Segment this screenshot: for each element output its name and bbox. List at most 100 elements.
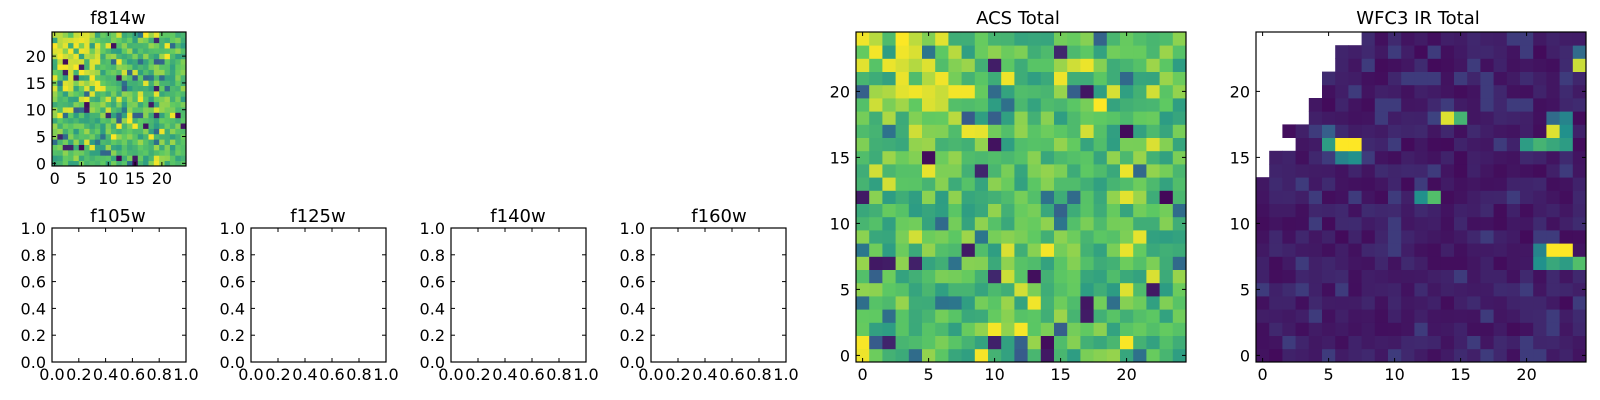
heatmap-cell <box>169 32 176 38</box>
heatmap-cell <box>1054 45 1068 59</box>
heatmap-cell <box>1133 243 1147 257</box>
heatmap-cell <box>52 96 58 103</box>
heatmap-cell <box>1427 177 1442 191</box>
heatmap-cell <box>908 58 923 72</box>
heatmap-cell <box>62 144 69 151</box>
heatmap-cell <box>116 123 123 129</box>
heatmap-cell <box>57 32 64 38</box>
heatmap-cell <box>143 64 149 70</box>
heatmap-cell <box>1322 309 1336 323</box>
heatmap-cell <box>132 123 139 129</box>
heatmap-cell <box>121 139 128 145</box>
heatmap-cell <box>73 53 80 60</box>
heatmap-cell <box>78 85 85 92</box>
heatmap-cell <box>132 155 139 162</box>
heatmap-cell <box>1106 164 1121 178</box>
heatmap-cell <box>1533 335 1547 350</box>
heatmap-cell <box>1256 335 1270 350</box>
heatmap-cell <box>1440 124 1455 138</box>
heatmap-cell <box>961 150 976 165</box>
heatmap-cell <box>143 69 149 76</box>
heatmap-cell <box>105 96 112 103</box>
heatmap-cell <box>1067 216 1081 231</box>
heatmap-cell <box>1493 71 1508 86</box>
heatmap-cell <box>1172 32 1187 46</box>
heatmap-cell <box>974 71 989 86</box>
heatmap-cell <box>1559 203 1574 218</box>
y-tick-label: 0.2 <box>21 326 46 345</box>
heatmap-cell <box>1493 309 1508 323</box>
heatmap-cell <box>159 133 165 140</box>
heatmap-cell <box>1014 309 1028 323</box>
heatmap-cell <box>988 98 1002 112</box>
heatmap-cell <box>1361 84 1376 99</box>
heatmap-cell <box>62 107 69 113</box>
heatmap-cell <box>935 150 949 165</box>
heatmap-cell <box>1040 269 1055 284</box>
heatmap-cell <box>62 112 69 119</box>
heatmap-cell <box>856 84 870 99</box>
heatmap-cell <box>922 335 936 350</box>
heatmap-cell <box>1546 243 1560 257</box>
heatmap-cell <box>121 48 128 54</box>
heatmap-cell <box>84 101 90 108</box>
heatmap-cell <box>1493 45 1508 59</box>
heatmap-cell <box>1480 216 1494 231</box>
heatmap-cell <box>961 203 976 218</box>
heatmap-cell <box>105 42 112 49</box>
heatmap-cell <box>1454 269 1468 284</box>
heatmap-cell <box>1520 203 1534 218</box>
heatmap-cell <box>1520 296 1534 310</box>
heatmap-cell <box>100 32 106 38</box>
heatmap-cell <box>1572 322 1587 336</box>
heatmap-cell <box>961 216 976 231</box>
heatmap-cell <box>1348 296 1362 310</box>
heatmap-cell <box>948 203 962 218</box>
heatmap-cell <box>175 42 182 49</box>
heatmap-cell <box>1133 296 1147 310</box>
heatmap-cell <box>948 190 962 204</box>
heatmap-cell <box>1414 256 1428 270</box>
heatmap-cell <box>175 133 182 140</box>
heatmap-cell <box>1572 45 1587 59</box>
heatmap-cell <box>68 32 74 38</box>
heatmap-cell <box>1335 296 1349 310</box>
heatmap-cell <box>1374 216 1389 231</box>
heatmap-cell <box>1506 190 1521 204</box>
heatmap-cell <box>159 37 165 44</box>
heatmap-cell <box>127 85 133 92</box>
heatmap-cell <box>164 144 171 151</box>
heatmap-cell <box>1120 84 1134 99</box>
heatmap-cell <box>1172 58 1187 72</box>
heatmap-cell <box>116 139 123 145</box>
heatmap-cell <box>1493 256 1508 270</box>
heatmap-cell <box>1172 84 1187 99</box>
heatmap-cell <box>110 139 117 145</box>
heatmap-cell <box>1335 150 1349 165</box>
heatmap-cell <box>882 322 896 336</box>
heatmap-cell <box>922 150 936 165</box>
heatmap-cell <box>84 139 90 145</box>
heatmap-cell <box>1146 98 1160 112</box>
heatmap-cell <box>132 85 139 92</box>
heatmap-cell <box>974 296 989 310</box>
heatmap-cell <box>1480 203 1494 218</box>
heatmap-cell <box>1559 164 1574 178</box>
panel-f140w: f140w 0.0 0.2 0.4 0.6 0.8 1.00.00.20.40.60.81… <box>420 206 599 384</box>
heatmap-cell <box>1172 111 1187 125</box>
heatmap-cell <box>180 48 187 54</box>
heatmap-cell <box>974 32 989 46</box>
x-tick-label: 0.8 <box>346 365 371 384</box>
heatmap-cell <box>94 48 101 54</box>
heatmap-cell <box>153 155 160 162</box>
heatmap-cell <box>143 42 149 49</box>
heatmap-cell <box>1361 177 1376 191</box>
heatmap-cell <box>1014 256 1028 270</box>
heatmap-cell <box>100 117 106 124</box>
heatmap-cell <box>1040 348 1055 363</box>
heatmap-cell <box>856 230 870 244</box>
heatmap-cell <box>1480 230 1494 244</box>
heatmap-cell <box>856 111 870 125</box>
heatmap-cell <box>1093 137 1108 152</box>
